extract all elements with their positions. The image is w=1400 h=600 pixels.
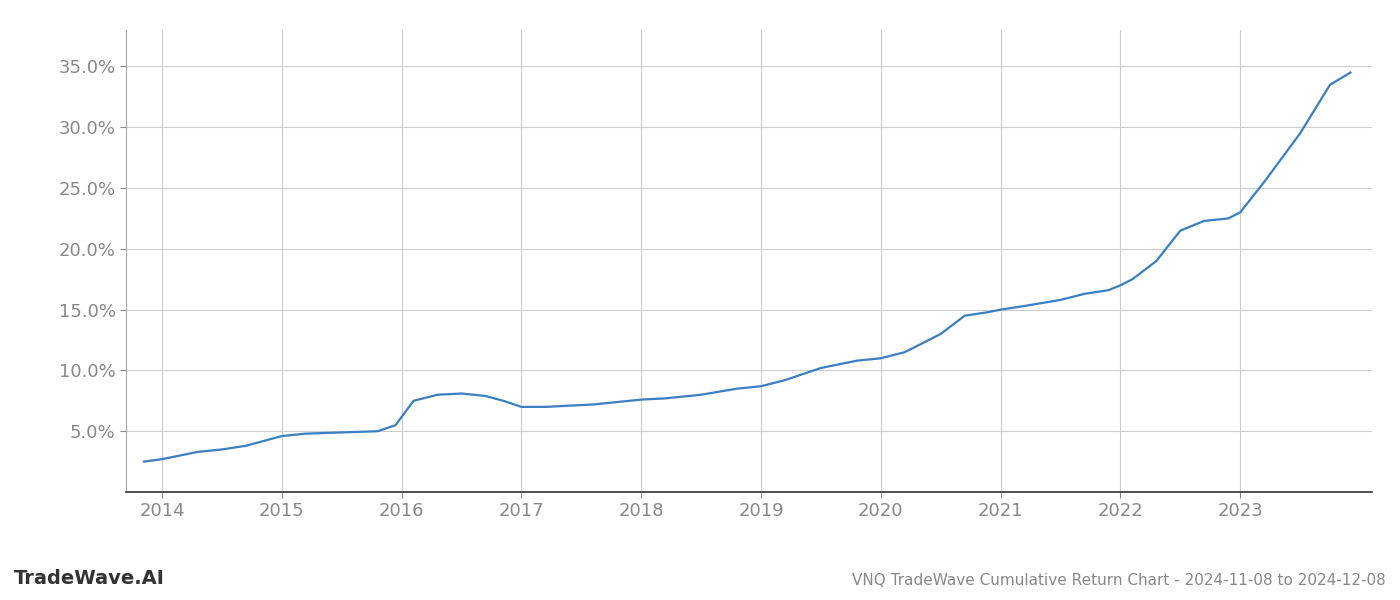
Text: VNQ TradeWave Cumulative Return Chart - 2024-11-08 to 2024-12-08: VNQ TradeWave Cumulative Return Chart - … bbox=[853, 573, 1386, 588]
Text: TradeWave.AI: TradeWave.AI bbox=[14, 569, 165, 588]
